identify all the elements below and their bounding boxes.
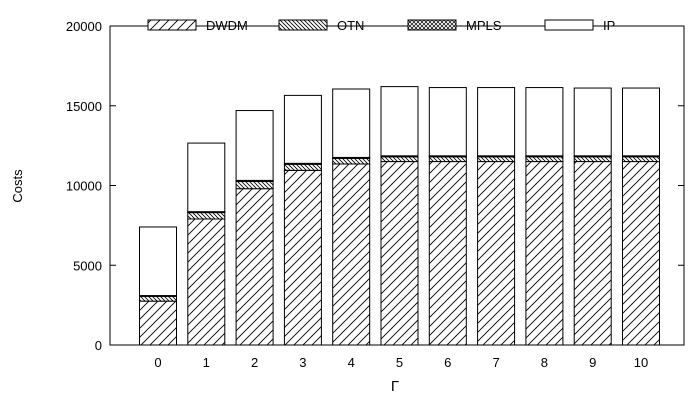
bar-segment-dwdm	[622, 161, 660, 346]
bar-segment-otn	[380, 156, 419, 163]
legend-swatch-mpls	[407, 19, 457, 31]
bar-segment-dwdm	[332, 163, 371, 346]
bar-segment-otn	[187, 212, 226, 220]
bar-segment-ip	[622, 87, 660, 157]
legend-swatch-otn	[278, 19, 328, 31]
bar-segment-otn	[622, 156, 660, 163]
bar-segment-dwdm	[235, 188, 274, 346]
bar-segment-ip	[525, 87, 564, 157]
legend-label-mpls: MPLS	[466, 18, 502, 33]
bar-segment-otn	[525, 156, 564, 163]
bar-segment-otn	[283, 163, 322, 171]
x-tick-label: 5	[396, 355, 403, 370]
bar-segment-otn	[235, 181, 274, 190]
x-tick-label: 6	[444, 355, 451, 370]
x-tick-label: 2	[251, 355, 258, 370]
bar-segment-dwdm	[139, 300, 177, 346]
bar-segment-otn	[332, 157, 371, 165]
bar-segment-dwdm	[477, 161, 516, 346]
bar-segment-ip	[235, 110, 274, 181]
bar-segment-ip	[428, 87, 467, 157]
bar-segment-dwdm	[573, 161, 612, 346]
x-tick-label: 8	[541, 355, 548, 370]
bar-segment-ip	[477, 87, 516, 157]
legend-label-otn: OTN	[337, 18, 364, 33]
y-tick-label: 5000	[73, 258, 102, 273]
legend-label-dwdm: DWDM	[206, 18, 248, 33]
legend-swatch-ip	[544, 19, 594, 31]
bar-segment-dwdm	[380, 161, 419, 346]
bar-segment-dwdm	[525, 161, 564, 346]
bar-segment-otn	[428, 156, 467, 163]
y-tick-label: 20000	[66, 19, 102, 34]
bars	[139, 86, 660, 346]
x-tick-label: 0	[154, 355, 161, 370]
bar-segment-otn	[477, 156, 516, 163]
x-tick-label: 3	[299, 355, 306, 370]
x-tick-label: 10	[634, 355, 648, 370]
bar-segment-ip	[332, 88, 371, 158]
x-tick-label: 1	[203, 355, 210, 370]
legend-swatch-dwdm	[147, 19, 197, 31]
bar-segment-otn	[139, 295, 177, 302]
bar-segment-dwdm	[187, 218, 226, 346]
bar-segment-ip	[283, 94, 322, 164]
y-tick-label: 10000	[66, 179, 102, 194]
x-axis-label: Γ	[391, 378, 399, 394]
x-tick-label: 7	[492, 355, 499, 370]
y-tick-label: 15000	[66, 99, 102, 114]
bar-segment-ip	[573, 87, 612, 157]
bar-segment-otn	[573, 156, 612, 163]
bar-segment-dwdm	[283, 169, 322, 346]
legend: DWDM OTN MPLS IP	[147, 18, 615, 33]
bar-segment-ip	[139, 226, 177, 297]
y-tick-label: 0	[95, 338, 102, 353]
legend-label-ip: IP	[603, 18, 615, 33]
x-tick-label: 4	[348, 355, 355, 370]
bar-segment-ip	[380, 86, 419, 157]
y-axis-label: Costs	[10, 169, 25, 203]
bar-segment-dwdm	[428, 161, 467, 346]
bar-segment-ip	[187, 142, 226, 213]
x-tick-label: 9	[589, 355, 596, 370]
